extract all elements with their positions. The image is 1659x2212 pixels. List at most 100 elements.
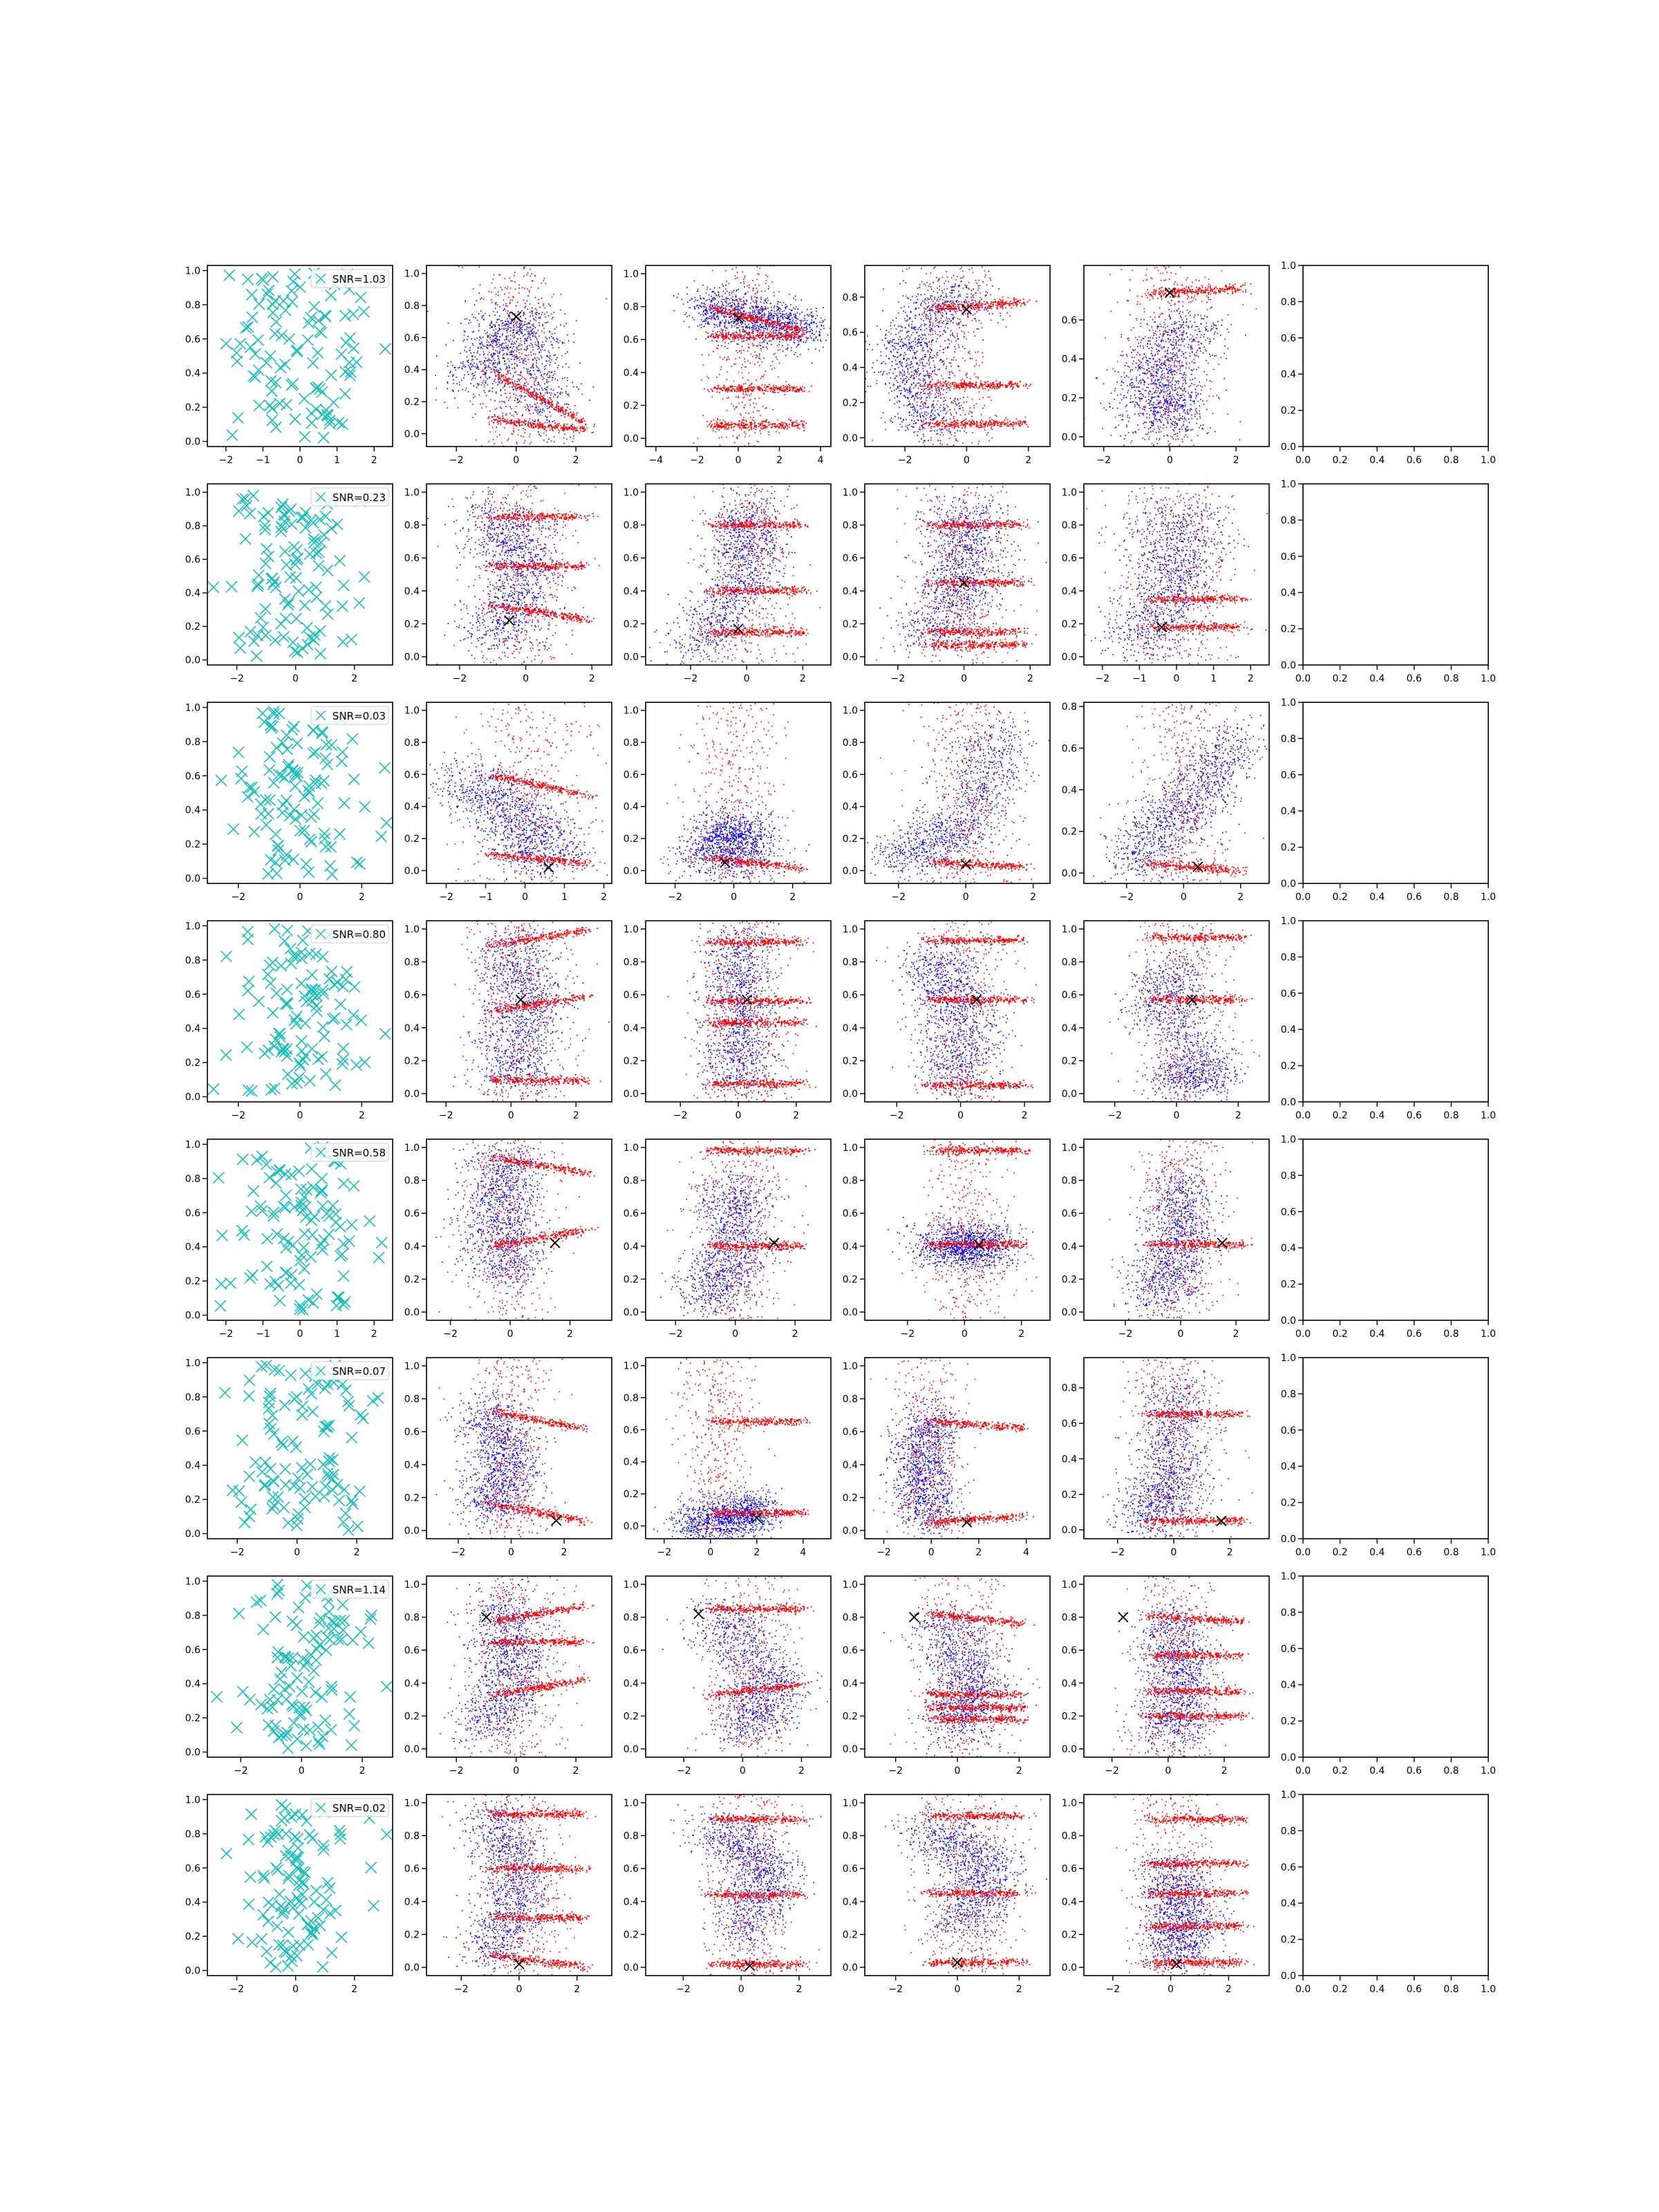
axes-frame bbox=[645, 265, 832, 447]
legend: SNR=1.14 bbox=[310, 1580, 389, 1599]
data-point bbox=[279, 854, 291, 867]
y-tick-label: 0.8 bbox=[185, 1392, 200, 1403]
y-tick-label: 0.4 bbox=[843, 586, 858, 597]
subplot-r8-c2: −2 0 2 0.0 0.2 0.4 0.6 0.8 1.0 bbox=[404, 1794, 612, 1995]
data-point bbox=[299, 1211, 312, 1224]
y-tick-label: 0.6 bbox=[185, 989, 200, 1000]
estimate-marker bbox=[1186, 994, 1197, 1005]
y-tick-label: 0.0 bbox=[843, 1962, 858, 1974]
estimate-marker bbox=[1164, 287, 1176, 299]
data-point bbox=[316, 1184, 328, 1197]
x-tick-label: −2 bbox=[234, 1765, 248, 1777]
subplot-r4-c5: −2 0 2 0.0 0.2 0.4 0.6 0.8 1.0 bbox=[1062, 920, 1270, 1121]
x-tick-label: 0.4 bbox=[1369, 1547, 1385, 1558]
subplot-r2-c2: −2 0 2 0.0 0.2 0.4 0.6 0.8 1.0 bbox=[404, 483, 612, 684]
axes-frame bbox=[426, 702, 612, 884]
x-tick-label: −2 bbox=[1120, 892, 1134, 903]
data-point bbox=[332, 1633, 344, 1645]
y-tick-label: 0.6 bbox=[404, 1208, 420, 1219]
plot-area bbox=[865, 702, 1050, 883]
data-point bbox=[334, 1833, 346, 1845]
x-tick-label: 0.2 bbox=[1332, 892, 1347, 903]
data-point bbox=[292, 1508, 305, 1520]
data-point bbox=[306, 1405, 319, 1418]
red-point-cloud bbox=[436, 484, 600, 665]
data-point bbox=[284, 943, 297, 955]
y-tick-label: 1.0 bbox=[1281, 916, 1296, 927]
snr-label: SNR=0.02 bbox=[332, 1802, 386, 1815]
data-point bbox=[353, 597, 366, 610]
estimate-marker bbox=[769, 1237, 780, 1248]
y-tick-label: 1.0 bbox=[843, 1361, 858, 1372]
x-tick-label: 0.4 bbox=[1369, 1329, 1385, 1340]
axes-frame bbox=[864, 702, 1051, 884]
data-point bbox=[331, 976, 344, 988]
data-point bbox=[321, 409, 333, 421]
subplot-r7-c4: −2 0 2 0.0 0.2 0.4 0.6 0.8 1.0 bbox=[843, 1575, 1051, 1777]
y-tick-label: 1.0 bbox=[1281, 1790, 1296, 1801]
plot-area bbox=[653, 1358, 811, 1539]
blue-point-cloud bbox=[1096, 290, 1246, 447]
red-point-cloud bbox=[1109, 1139, 1253, 1320]
y-tick-label: 0.0 bbox=[185, 655, 200, 666]
y-tick-label: 0.2 bbox=[404, 1929, 420, 1940]
data-point bbox=[230, 346, 243, 359]
data-point bbox=[372, 1391, 384, 1404]
data-point bbox=[252, 364, 265, 377]
subplot-r7-c5: −2 0 2 0.0 0.2 0.4 0.6 0.8 1.0 bbox=[1062, 1575, 1270, 1777]
data-point bbox=[282, 1652, 294, 1665]
data-point bbox=[291, 1671, 303, 1684]
data-point bbox=[319, 599, 332, 612]
x-tick-label: −2 bbox=[901, 1329, 915, 1340]
data-point bbox=[279, 1168, 292, 1180]
y-tick-label: 0.4 bbox=[1062, 785, 1077, 796]
red-point-cloud bbox=[663, 702, 808, 883]
y-tick-label: 0.2 bbox=[404, 619, 420, 630]
data-point bbox=[317, 1960, 329, 1974]
data-point bbox=[337, 579, 350, 592]
x-tick-label: −2 bbox=[449, 1765, 464, 1777]
data-point bbox=[279, 304, 292, 317]
red-point-cloud bbox=[1086, 484, 1267, 665]
data-point bbox=[330, 1300, 343, 1312]
blue-point-cloud bbox=[440, 1578, 574, 1756]
y-tick-label: 0.0 bbox=[1062, 1962, 1077, 1974]
data-point bbox=[373, 1251, 385, 1264]
data-point bbox=[235, 1496, 247, 1508]
y-tick-label: 0.8 bbox=[624, 1831, 639, 1842]
axes-frame bbox=[1302, 483, 1489, 666]
y-tick-label: 0.4 bbox=[185, 1461, 200, 1472]
blue-point-cloud bbox=[435, 1374, 566, 1539]
x-tick-label: 0.6 bbox=[1407, 455, 1422, 466]
data-point bbox=[281, 997, 294, 1010]
subplot-r6-c6: 0.0 0.2 0.4 0.6 0.8 1.0 0.0 0.2 0.4 0.6 0.8 1.0 bbox=[1281, 1353, 1496, 1558]
x-tick-label: 2 bbox=[1227, 1547, 1233, 1558]
x-tick-label: −2 bbox=[218, 1329, 233, 1340]
y-tick-label: 0.8 bbox=[843, 738, 858, 749]
y-tick-label: 0.0 bbox=[843, 865, 858, 877]
data-point bbox=[366, 1395, 379, 1407]
data-point bbox=[326, 1454, 339, 1466]
data-point bbox=[271, 1578, 283, 1591]
x-tick-label: 0 bbox=[744, 673, 750, 684]
x-tick-label: −2 bbox=[684, 673, 698, 684]
subplot-r1-c3: −4 −2 0 2 4 0.0 0.2 0.4 0.6 0.8 1.0 bbox=[624, 265, 832, 466]
x-tick-label: 2 bbox=[1235, 1110, 1241, 1121]
data-point bbox=[300, 1740, 312, 1752]
x-tick-label: 2 bbox=[561, 1547, 568, 1558]
data-point bbox=[311, 1378, 324, 1390]
blue-point-cloud bbox=[879, 1394, 975, 1535]
data-point bbox=[270, 1165, 283, 1178]
y-tick-label: 0.4 bbox=[185, 1242, 200, 1253]
data-point bbox=[297, 1204, 309, 1217]
data-point bbox=[353, 858, 366, 870]
subplot-r5-c5: −2 0 2 0.0 0.2 0.4 0.6 0.8 1.0 bbox=[1062, 1138, 1270, 1340]
data-point bbox=[303, 833, 316, 845]
y-tick-label: 0.0 bbox=[624, 865, 639, 877]
data-point bbox=[303, 866, 315, 879]
axes-frame bbox=[645, 1575, 832, 1758]
x-tick-label: 0 bbox=[707, 1547, 713, 1558]
data-point bbox=[270, 1177, 282, 1190]
data-point bbox=[244, 507, 256, 520]
blue-point-cloud bbox=[427, 484, 582, 664]
